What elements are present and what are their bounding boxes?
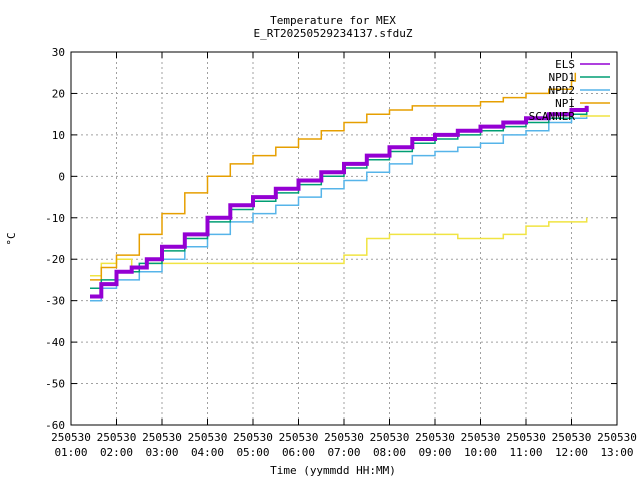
x-tick-label-time: 02:00 [100,446,133,459]
y-tick-label: -50 [45,378,65,391]
y-tick-label: 20 [52,87,65,100]
legend-label-npi: NPI [555,97,575,110]
y-tick-label: 10 [52,129,65,142]
x-tick-label-time: 09:00 [418,446,451,459]
legend-label-els: ELS [555,58,575,71]
legend-label-scanner: SCANNER [529,110,576,123]
series-line-npi [90,72,577,281]
series-lines [90,72,589,302]
chart-title: Temperature for MEX [270,14,396,27]
x-tick-label-time: 13:00 [600,446,633,459]
x-tick-label-date: 250530 [506,431,546,444]
x-tick-label-date: 250530 [233,431,273,444]
x-tick-label-date: 250530 [279,431,319,444]
y-tick-label: 30 [52,46,65,59]
y-tick-label: -60 [45,419,65,432]
y-tick-label: -20 [45,253,65,266]
x-tick-label-time: 08:00 [373,446,406,459]
x-tick-label-date: 250530 [461,431,501,444]
axis-ticks: -60 -50 -40 -30 -20 -10 0 10 20 30 250530 01:00 2505… [45,46,637,459]
x-tick-label-date: 250530 [188,431,228,444]
x-tick-label-date: 250530 [324,431,364,444]
y-tick-label: -40 [45,336,65,349]
x-tick-label-time: 06:00 [282,446,315,459]
y-axis-label: °C [5,232,18,245]
x-tick-label-time: 12:00 [555,446,588,459]
series-line-scanner [90,217,588,277]
x-tick-label-date: 250530 [142,431,182,444]
x-axis-label: Time (yymmdd HH:MM) [270,464,396,477]
y-tick-label: -10 [45,212,65,225]
x-tick-label-date: 250530 [51,431,91,444]
y-tick-label: -30 [45,295,65,308]
x-tick-label-time: 01:00 [54,446,87,459]
legend-label-npd2: NPD2 [549,84,576,97]
x-tick-label-time: 04:00 [191,446,224,459]
series-line-els [90,105,589,299]
x-tick-label-time: 07:00 [327,446,360,459]
x-tick-label-time: 11:00 [509,446,542,459]
chart-subtitle: E_RT20250529234137.sfduZ [254,27,413,40]
x-tick-label-time: 03:00 [145,446,178,459]
x-tick-label-time: 05:00 [236,446,269,459]
x-tick-label-date: 250530 [597,431,637,444]
x-tick-label-date: 250530 [552,431,592,444]
y-tick-label: 0 [58,170,65,183]
x-tick-label-time: 10:00 [464,446,497,459]
legend-label-npd1: NPD1 [549,71,576,84]
x-tick-label-date: 250530 [415,431,455,444]
x-tick-label-date: 250530 [370,431,410,444]
x-tick-label-date: 250530 [97,431,137,444]
